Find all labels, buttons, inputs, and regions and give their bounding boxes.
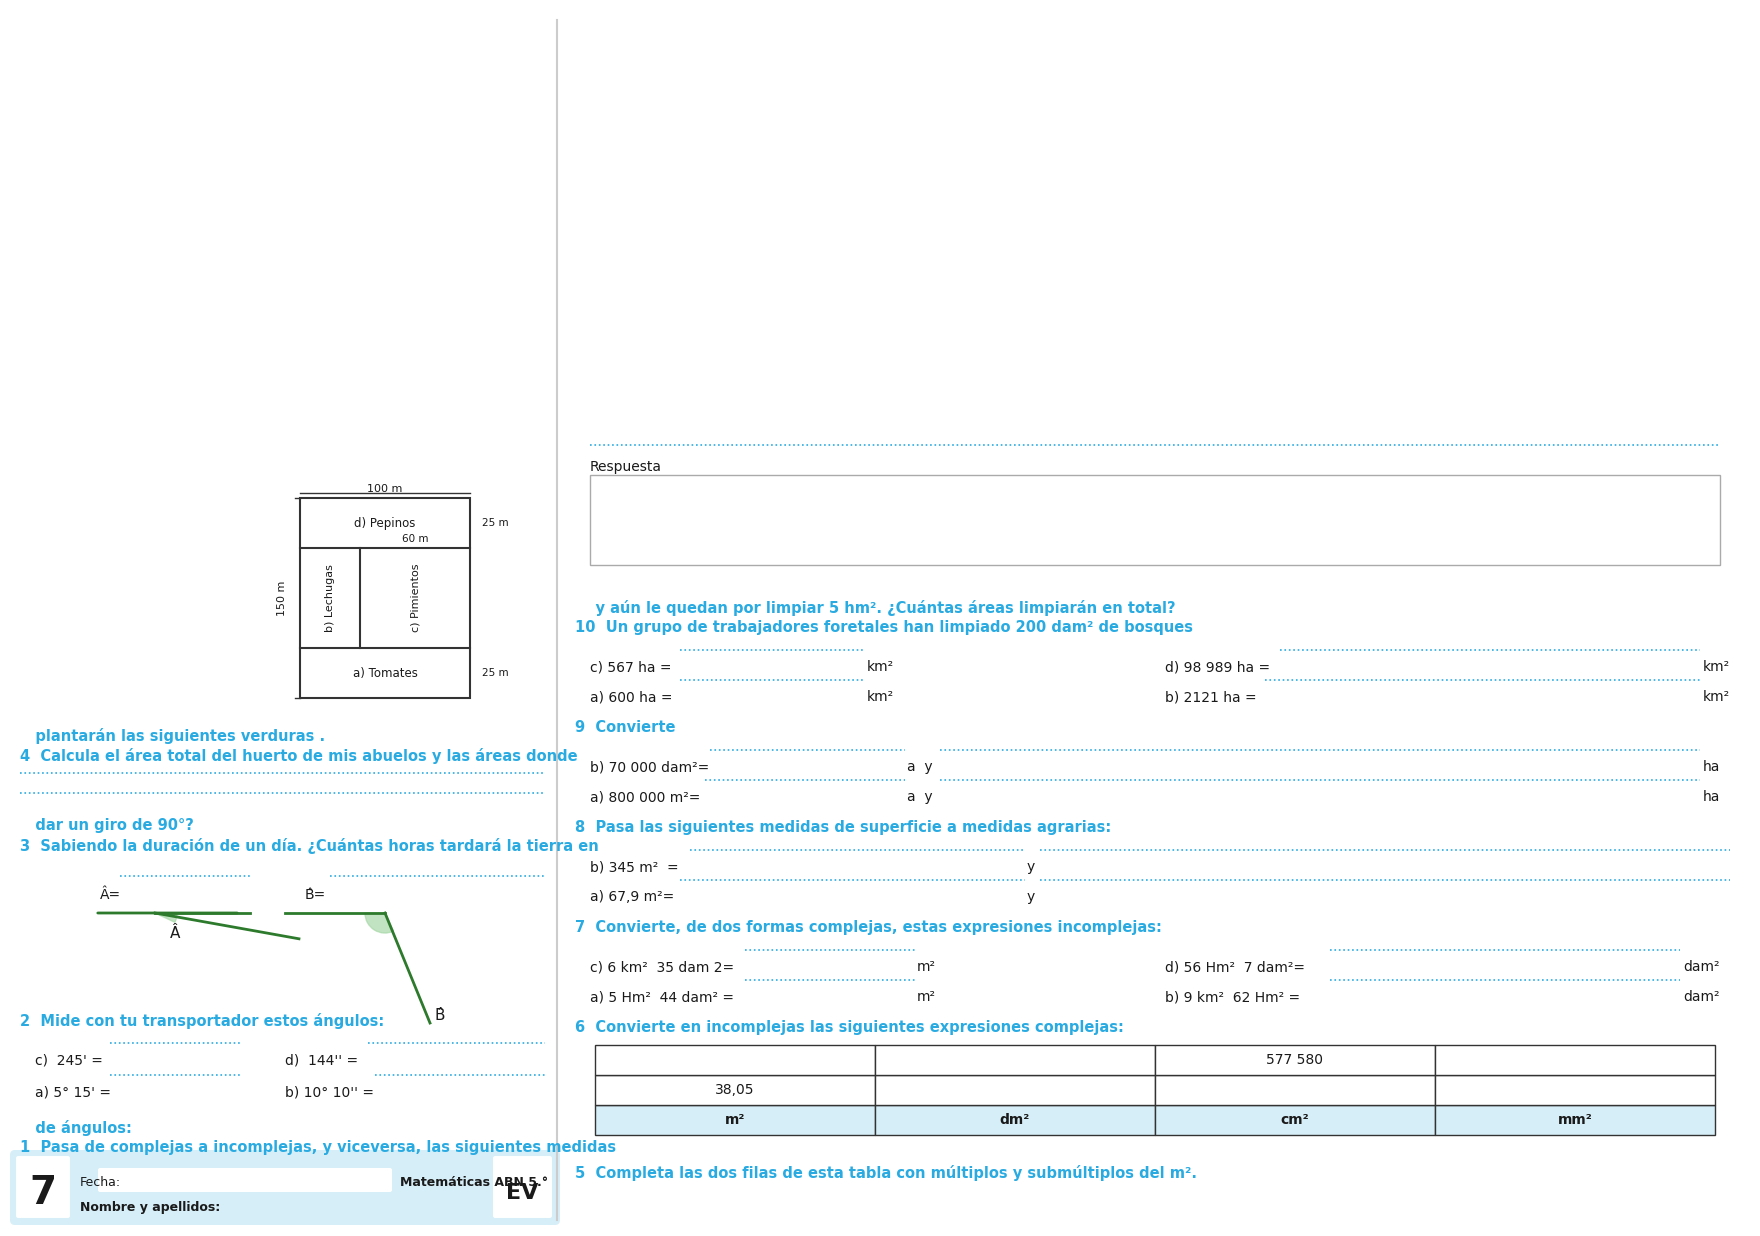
Wedge shape — [155, 913, 178, 922]
Text: d) Pepinos: d) Pepinos — [354, 517, 415, 529]
Bar — [1434, 1075, 1714, 1105]
Bar — [875, 1105, 1155, 1135]
Text: 6  Convierte en incomplejas las siguientes expresiones complejas:: 6 Convierte en incomplejas las siguiente… — [576, 1020, 1125, 1035]
Text: Respuesta: Respuesta — [590, 460, 662, 473]
Text: b) 345 m²  =: b) 345 m² = — [590, 860, 679, 874]
Text: dam²: dam² — [1683, 990, 1720, 1004]
Text: 60 m: 60 m — [401, 534, 428, 544]
Bar — [875, 1044, 1155, 1075]
Text: Â: Â — [169, 926, 180, 941]
Text: 4  Calcula el área total del huerto de mis abuelos y las áreas donde: 4 Calcula el área total del huerto de mi… — [19, 748, 577, 764]
Text: Â=: Â= — [100, 887, 121, 902]
FancyBboxPatch shape — [493, 1154, 553, 1219]
Text: 38,05: 38,05 — [715, 1083, 755, 1098]
Text: d) 56 Hm²  7 dam²=: d) 56 Hm² 7 dam²= — [1165, 960, 1304, 974]
Text: y aún le quedan por limpiar 5 hm². ¿Cuántas áreas limpiarán en total?: y aún le quedan por limpiar 5 hm². ¿Cuán… — [576, 599, 1176, 616]
Text: b) 2121 ha =: b) 2121 ha = — [1165, 690, 1257, 705]
Text: Nombre y apellidos:: Nombre y apellidos: — [79, 1200, 220, 1214]
Text: dm²: dm² — [1000, 1112, 1030, 1127]
Text: d) 98 989 ha =: d) 98 989 ha = — [1165, 660, 1271, 674]
Text: y: y — [1028, 890, 1035, 904]
Text: m²: m² — [917, 990, 936, 1004]
Text: cm²: cm² — [1281, 1112, 1309, 1127]
Text: km²: km² — [1704, 660, 1730, 674]
Text: 3  Sabiendo la duración de un día. ¿Cuántas horas tardará la tierra en: 3 Sabiendo la duración de un día. ¿Cuánt… — [19, 838, 598, 854]
Text: a) 600 ha =: a) 600 ha = — [590, 690, 672, 705]
Bar — [875, 1075, 1155, 1105]
Text: b) 9 km²  62 Hm² =: b) 9 km² 62 Hm² = — [1165, 990, 1301, 1004]
FancyBboxPatch shape — [11, 1149, 560, 1225]
Text: 9  Convierte: 9 Convierte — [576, 721, 676, 735]
Text: y: y — [1028, 860, 1035, 874]
Text: c) 567 ha =: c) 567 ha = — [590, 660, 672, 674]
Bar — [1155, 1105, 1434, 1135]
Text: 577 580: 577 580 — [1267, 1053, 1324, 1067]
Text: 150 m: 150 m — [276, 581, 287, 616]
Text: a) 800 000 m²=: a) 800 000 m²= — [590, 790, 700, 803]
Text: a) 5 Hm²  44 dam² =: a) 5 Hm² 44 dam² = — [590, 990, 734, 1004]
Text: 25 m: 25 m — [482, 518, 509, 528]
Text: dar un giro de 90°?: dar un giro de 90°? — [19, 818, 194, 833]
Bar — [1434, 1105, 1714, 1135]
Text: EV: EV — [505, 1183, 539, 1203]
Text: 8  Pasa las siguientes medidas de superficie a medidas agrarias:: 8 Pasa las siguientes medidas de superfi… — [576, 819, 1111, 836]
Text: de ángulos:: de ángulos: — [19, 1120, 132, 1136]
Text: B̂=: B̂= — [304, 887, 326, 902]
Text: m²: m² — [725, 1112, 744, 1127]
Text: 1  Pasa de complejas a incomplejas, y viceversa, las siguientes medidas: 1 Pasa de complejas a incomplejas, y vic… — [19, 1140, 616, 1154]
Text: a) 5° 15' =: a) 5° 15' = — [35, 1085, 111, 1099]
Text: 25 m: 25 m — [482, 667, 509, 679]
Text: km²: km² — [1704, 690, 1730, 705]
Text: 2  Mide con tu transportador estos ángulos:: 2 Mide con tu transportador estos ángulo… — [19, 1014, 384, 1030]
Bar — [590, 475, 1720, 565]
Text: dam²: dam² — [1683, 960, 1720, 974]
Text: a  y: a y — [906, 790, 933, 803]
Bar — [595, 1075, 875, 1105]
Text: b) Lechugas: b) Lechugas — [326, 564, 334, 632]
Text: a) Tomates: a) Tomates — [352, 666, 417, 680]
Text: 10  Un grupo de trabajadores foretales han limpiado 200 dam² de bosques: 10 Un grupo de trabajadores foretales ha… — [576, 620, 1193, 635]
Bar — [595, 1044, 875, 1075]
Bar — [1155, 1044, 1434, 1075]
Bar — [299, 498, 470, 698]
Text: Fecha:: Fecha: — [79, 1177, 121, 1189]
Text: c)  245' =: c) 245' = — [35, 1053, 102, 1067]
FancyBboxPatch shape — [99, 1168, 392, 1192]
Text: a) 67,9 m²=: a) 67,9 m²= — [590, 890, 674, 904]
Text: mm²: mm² — [1558, 1112, 1593, 1127]
Text: plantarán las siguientes verduras .: plantarán las siguientes verduras . — [19, 728, 326, 744]
Text: Matemáticas ABN 5.°: Matemáticas ABN 5.° — [400, 1177, 547, 1189]
Text: m²: m² — [917, 960, 936, 974]
Text: d)  144'' =: d) 144'' = — [285, 1053, 357, 1067]
Text: ha: ha — [1704, 790, 1720, 803]
Text: c) Pimientos: c) Pimientos — [410, 564, 421, 633]
Text: a  y: a y — [906, 760, 933, 774]
Text: km²: km² — [868, 660, 894, 674]
Text: 7: 7 — [30, 1174, 56, 1213]
Text: b) 70 000 dam²=: b) 70 000 dam²= — [590, 760, 709, 774]
Text: km²: km² — [868, 690, 894, 705]
Text: B̂: B̂ — [435, 1009, 445, 1023]
Text: 100 m: 100 m — [368, 485, 403, 494]
Text: 5  Completa las dos filas de esta tabla con múltiplos y submúltiplos del m².: 5 Completa las dos filas de esta tabla c… — [576, 1166, 1197, 1182]
Text: ha: ha — [1704, 760, 1720, 774]
Bar — [595, 1105, 875, 1135]
Wedge shape — [364, 913, 394, 933]
Text: c) 6 km²  35 dam 2=: c) 6 km² 35 dam 2= — [590, 960, 734, 974]
FancyBboxPatch shape — [16, 1154, 70, 1219]
Bar — [1434, 1044, 1714, 1075]
Bar — [1155, 1075, 1434, 1105]
Text: 7  Convierte, de dos formas complejas, estas expresiones incomplejas:: 7 Convierte, de dos formas complejas, es… — [576, 920, 1162, 934]
Text: b) 10° 10'' =: b) 10° 10'' = — [285, 1085, 373, 1099]
